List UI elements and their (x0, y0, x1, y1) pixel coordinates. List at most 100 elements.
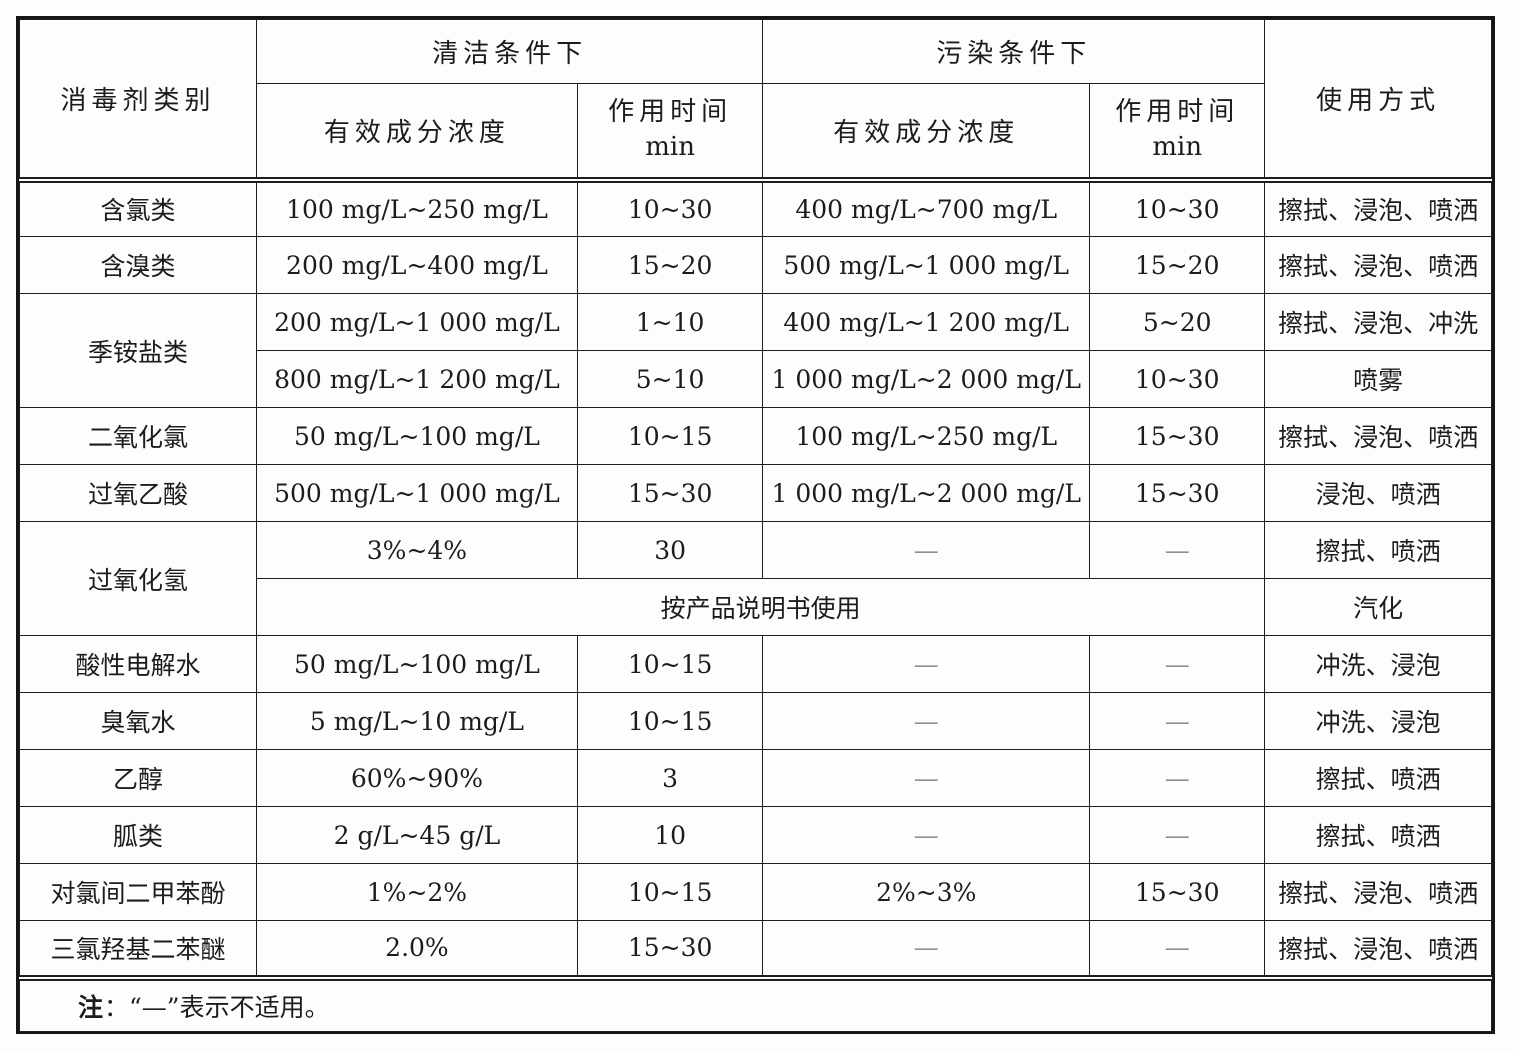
header-polluted-time-label: 作用时间 (1115, 97, 1240, 128)
polluted-concentration-cell: 100 mg/L~250 mg/L (762, 407, 1091, 465)
usage-cell: 擦拭、喷洒 (1264, 521, 1492, 579)
polluted-time-cell: — (1089, 521, 1266, 579)
category-cell: 季铵盐类 (19, 293, 257, 408)
note-label: 注 (78, 992, 105, 1022)
table-row: 酸性电解水 50 mg/L~100 mg/L 10~15 — — 冲洗、浸泡 (19, 635, 1492, 693)
usage-cell: 擦拭、浸泡、喷洒 (1264, 179, 1492, 237)
usage-cell: 擦拭、浸泡、喷洒 (1264, 236, 1492, 294)
table-row: 过氧化氢 3%~4% 30 — — 擦拭、喷洒 (19, 521, 1492, 636)
disinfectant-usage-table: 消毒剂类别 清洁条件下 污染条件下 使用方式 有效成分浓度 作用时间 min 有… (19, 19, 1492, 1032)
clean-concentration-cell: 2.0% (255, 920, 578, 978)
clean-time-cell: 10~15 (576, 407, 764, 465)
clean-concentration-cell: 200 mg/L~400 mg/L (255, 236, 578, 294)
polluted-time-cell: — (1089, 749, 1266, 807)
table-body: 含氯类 100 mg/L~250 mg/L 10~30 400 mg/L~700… (19, 179, 1492, 1032)
table-row: 含溴类 200 mg/L~400 mg/L 15~20 500 mg/L~1 0… (19, 236, 1492, 294)
clean-time-cell: 10 (576, 806, 764, 864)
clean-time-cell: 10~15 (576, 635, 764, 693)
clean-concentration-cell: 3%~4% (255, 521, 578, 579)
usage-cell: 擦拭、浸泡、喷洒 (1264, 920, 1492, 978)
header-clean-time-unit: min (645, 132, 695, 163)
clean-time-cell: 3 (576, 749, 764, 807)
polluted-time-cell: — (1089, 635, 1266, 693)
header-group-row: 消毒剂类别 清洁条件下 污染条件下 使用方式 (19, 19, 1492, 183)
clean-time-cell: 15~30 (576, 464, 764, 522)
header-category: 消毒剂类别 (19, 19, 257, 183)
header-clean-concentration: 有效成分浓度 (255, 83, 578, 183)
table-row: 臭氧水 5 mg/L~10 mg/L 10~15 — — 冲洗、浸泡 (19, 692, 1492, 750)
category-cell: 臭氧水 (19, 692, 257, 750)
usage-cell: 擦拭、浸泡、喷洒 (1264, 407, 1492, 465)
usage-cell: 冲洗、浸泡 (1264, 635, 1492, 693)
header-clean-time: 作用时间 min (576, 83, 764, 183)
clean-time-cell: 10~15 (576, 692, 764, 750)
category-cell: 含溴类 (19, 236, 257, 294)
table-row: 季铵盐类 200 mg/L~1 000 mg/L 1~10 400 mg/L~1… (19, 293, 1492, 408)
clean-concentration-cell: 60%~90% (255, 749, 578, 807)
polluted-time-cell: 10~30 (1089, 179, 1266, 237)
usage-cell: 汽化 (1264, 578, 1492, 636)
polluted-concentration-cell: 1 000 mg/L~2 000 mg/L (762, 464, 1091, 522)
table-row: 三氯羟基二苯醚 2.0% 15~30 — — 擦拭、浸泡、喷洒 (19, 920, 1492, 978)
clean-concentration-cell: 100 mg/L~250 mg/L (255, 179, 578, 237)
category-cell: 二氧化氯 (19, 407, 257, 465)
clean-time-cell: 1~10 (576, 293, 764, 351)
polluted-time-cell: — (1089, 806, 1266, 864)
clean-time-cell: 10~30 (576, 179, 764, 237)
category-cell: 含氯类 (19, 179, 257, 237)
category-cell: 过氧化氢 (19, 521, 257, 636)
usage-cell: 浸泡、喷洒 (1264, 464, 1492, 522)
table-header: 消毒剂类别 清洁条件下 污染条件下 使用方式 有效成分浓度 作用时间 min 有… (19, 19, 1492, 183)
category-cell: 酸性电解水 (19, 635, 257, 693)
clean-concentration-cell: 200 mg/L~1 000 mg/L (255, 293, 578, 351)
polluted-concentration-cell: 1 000 mg/L~2 000 mg/L (762, 350, 1091, 408)
polluted-time-cell: — (1089, 692, 1266, 750)
table-note-row: 注：“—”表示不适用。 (19, 974, 1492, 1032)
clean-time-cell: 30 (576, 521, 764, 579)
usage-cell: 擦拭、浸泡、喷洒 (1264, 863, 1492, 921)
polluted-time-cell: 15~30 (1089, 863, 1266, 921)
header-usage-method: 使用方式 (1264, 19, 1492, 183)
polluted-concentration-cell: — (762, 635, 1091, 693)
table-row: 按产品说明书使用 汽化 (20, 578, 1492, 636)
category-cell: 对氯间二甲苯酚 (19, 863, 257, 921)
category-cell: 过氧乙酸 (19, 464, 257, 522)
usage-cell: 擦拭、浸泡、冲洗 (1264, 293, 1492, 351)
header-clean-time-label: 作用时间 (608, 97, 733, 128)
table-row: 含氯类 100 mg/L~250 mg/L 10~30 400 mg/L~700… (19, 179, 1492, 237)
table-note: 注：“—”表示不适用。 (19, 974, 1492, 1032)
usage-cell: 冲洗、浸泡 (1264, 692, 1492, 750)
follow-instructions-cell: 按产品说明书使用 (255, 578, 1266, 636)
note-text: ：“—”表示不适用。 (104, 992, 330, 1022)
table-row: 800 mg/L~1 200 mg/L 5~10 1 000 mg/L~2 00… (20, 350, 1492, 408)
header-sub-row: 有效成分浓度 作用时间 min 有效成分浓度 作用时间 min (20, 83, 1492, 183)
disinfectant-table-frame: 消毒剂类别 清洁条件下 污染条件下 使用方式 有效成分浓度 作用时间 min 有… (16, 16, 1495, 1034)
polluted-time-cell: — (1089, 920, 1266, 978)
category-cell: 乙醇 (19, 749, 257, 807)
polluted-concentration-cell: 2%~3% (762, 863, 1091, 921)
clean-concentration-cell: 5 mg/L~10 mg/L (255, 692, 578, 750)
header-polluted-concentration: 有效成分浓度 (762, 83, 1091, 183)
header-polluted-time: 作用时间 min (1089, 83, 1266, 183)
polluted-time-cell: 10~30 (1089, 350, 1266, 408)
clean-concentration-cell: 500 mg/L~1 000 mg/L (255, 464, 578, 522)
polluted-concentration-cell: 500 mg/L~1 000 mg/L (762, 236, 1091, 294)
polluted-concentration-cell: 400 mg/L~1 200 mg/L (762, 293, 1091, 351)
table-row: 胍类 2 g/L~45 g/L 10 — — 擦拭、喷洒 (19, 806, 1492, 864)
table-row: 乙醇 60%~90% 3 — — 擦拭、喷洒 (19, 749, 1492, 807)
category-cell: 胍类 (19, 806, 257, 864)
table-row: 过氧乙酸 500 mg/L~1 000 mg/L 15~30 1 000 mg/… (19, 464, 1492, 522)
clean-concentration-cell: 50 mg/L~100 mg/L (255, 407, 578, 465)
polluted-concentration-cell: — (762, 920, 1091, 978)
polluted-concentration-cell: — (762, 521, 1091, 579)
polluted-time-cell: 15~30 (1089, 464, 1266, 522)
clean-concentration-cell: 1%~2% (255, 863, 578, 921)
clean-concentration-cell: 2 g/L~45 g/L (255, 806, 578, 864)
usage-cell: 擦拭、喷洒 (1264, 806, 1492, 864)
table-row: 二氧化氯 50 mg/L~100 mg/L 10~15 100 mg/L~250… (19, 407, 1492, 465)
header-clean-conditions-group: 清洁条件下 (255, 19, 764, 84)
clean-time-cell: 5~10 (576, 350, 764, 408)
clean-time-cell: 15~20 (576, 236, 764, 294)
category-cell: 三氯羟基二苯醚 (19, 920, 257, 978)
